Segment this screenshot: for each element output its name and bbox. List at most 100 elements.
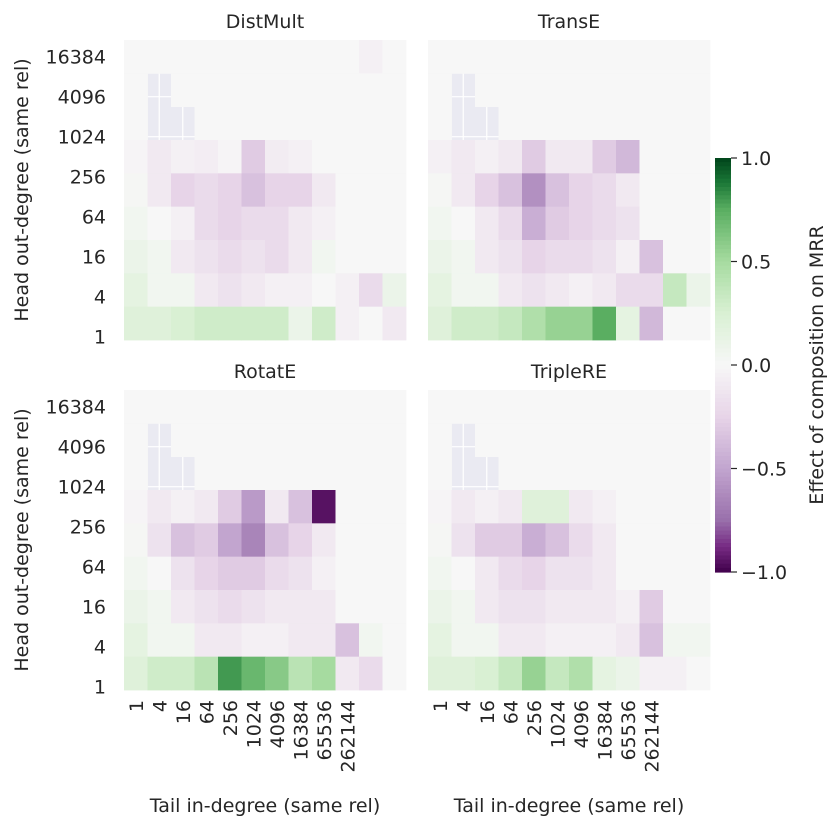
heatmap-cell [124, 456, 148, 491]
heatmap-cell [382, 206, 407, 241]
heatmap-cell [335, 456, 360, 491]
heatmap-cell [382, 523, 407, 558]
colorbar-segment [715, 344, 731, 350]
heatmap-cell [335, 273, 360, 308]
heatmap-cell [171, 240, 195, 274]
heatmap-cell [241, 656, 266, 691]
heatmap-cell [147, 590, 172, 624]
x-tick-label: 256 [524, 700, 546, 736]
heatmap-cell [312, 456, 336, 491]
heatmap-cell [569, 240, 593, 274]
colorbar-segment [715, 360, 731, 366]
heatmap-cell [639, 73, 664, 108]
y-tick-label: 64 [82, 557, 106, 579]
heatmap-cell [194, 106, 219, 141]
heatmap-cell [147, 173, 172, 208]
heatmap-cell [639, 273, 664, 308]
colorbar-segment [715, 228, 731, 234]
heatmap-cell [382, 423, 407, 458]
colorbar-segment [715, 224, 731, 229]
colorbar-segment [715, 307, 731, 312]
heatmap-cell [147, 306, 172, 341]
x-tick-label: 4 [149, 700, 171, 712]
heatmap-cell [569, 390, 593, 424]
heatmap-cell [663, 206, 687, 241]
colorbar-segment [715, 563, 731, 569]
heatmap-cell [428, 556, 452, 591]
heatmap-cell [218, 273, 242, 308]
x-tick-label: 64 [500, 700, 522, 724]
colorbar-segment [715, 323, 731, 329]
heatmap-cell [171, 656, 195, 691]
heatmap-cell [498, 556, 523, 591]
heatmap-cell [545, 206, 570, 241]
panel-title: DistMult [226, 11, 304, 33]
y-tick-label: 4096 [58, 437, 106, 459]
heatmap-cell [522, 306, 546, 341]
heatmap-cell [428, 240, 452, 274]
heatmap-cell [312, 590, 336, 624]
colorbar-segment [715, 530, 731, 536]
heatmap-cell [569, 206, 593, 241]
heatmap-cell [592, 556, 617, 591]
heatmap-cell [451, 556, 476, 591]
heatmap-cell [241, 73, 266, 108]
heatmap-cell [616, 456, 640, 491]
heatmap-cell [288, 140, 313, 174]
heatmap-cell [265, 423, 289, 458]
heatmap-cell [569, 656, 593, 691]
colorbar-segment [715, 195, 731, 200]
heatmap-cell [686, 173, 711, 208]
heatmap-cell [218, 40, 242, 74]
heatmap-cell [359, 456, 383, 491]
heatmap-cell [663, 40, 687, 74]
heatmap-cell [359, 106, 383, 141]
heatmap-cell [451, 306, 476, 341]
heatmap-cell [686, 523, 711, 558]
heatmap-cell [124, 73, 148, 108]
heatmap-cell [569, 556, 593, 591]
heatmap-cell [663, 656, 687, 691]
heatmap-cell [475, 390, 499, 424]
heatmap-cell [498, 423, 523, 458]
heatmap-cell [639, 623, 664, 658]
heatmap-cell [194, 590, 219, 624]
heatmap-cell [522, 390, 546, 424]
heatmap-cell [194, 656, 219, 691]
colorbar-segment [715, 468, 731, 474]
colorbar-segment [715, 269, 731, 275]
heatmap-cell [592, 656, 617, 691]
heatmap-cell [312, 240, 336, 274]
heatmap-cell [569, 590, 593, 624]
colorbar-segment [715, 439, 731, 445]
colorbar-segment [715, 166, 731, 172]
heatmap-cell [288, 390, 313, 424]
heatmap-cell [335, 306, 360, 341]
heatmap-cell [545, 423, 570, 458]
y-tick-label: 256 [70, 167, 106, 189]
heatmap-cell [663, 623, 687, 658]
heatmap-cell [498, 106, 523, 141]
colorbar-segment [715, 538, 731, 544]
colorbar-segment [715, 435, 731, 441]
heatmap-cell [218, 390, 242, 424]
colorbar-segment [715, 170, 731, 176]
heatmap-cell [265, 623, 289, 658]
colorbar-segment [715, 298, 731, 304]
heatmap-cell [265, 73, 289, 108]
y-tick-label: 64 [82, 207, 106, 229]
heatmap-cell [498, 206, 523, 241]
colorbar-segment [715, 377, 731, 383]
heatmap-cell [592, 590, 617, 624]
heatmap-cell [451, 490, 476, 524]
heatmap-cell [569, 423, 593, 458]
heatmap-cell [335, 523, 360, 558]
heatmap-cell [686, 656, 711, 691]
heatmap-cell [569, 73, 593, 108]
colorbar-segment [715, 290, 731, 296]
heatmap-cell [498, 490, 523, 524]
x-tick-label: 1024 [547, 700, 569, 748]
heatmap-cell [686, 106, 711, 141]
heatmap-cell [592, 140, 617, 174]
heatmap-cell [171, 590, 195, 624]
